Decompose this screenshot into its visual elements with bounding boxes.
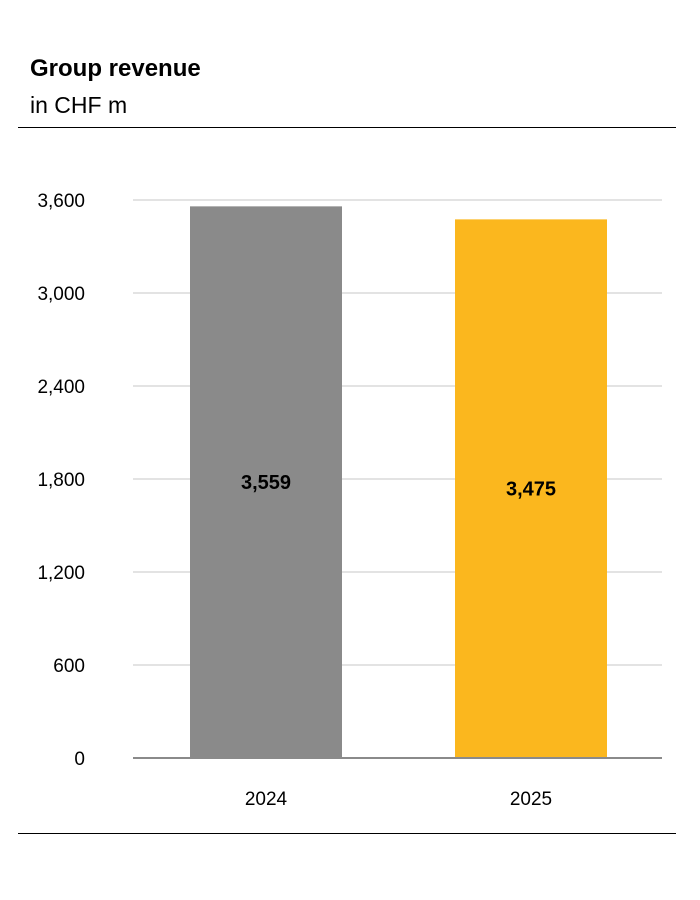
y-tick-label: 0 bbox=[74, 749, 85, 770]
y-tick-label: 3,000 bbox=[37, 284, 85, 305]
bar-2024 bbox=[190, 206, 342, 759]
chart-title: Group revenue bbox=[30, 55, 201, 82]
bar-2025 bbox=[455, 219, 607, 758]
y-tick-label: 2,400 bbox=[37, 377, 85, 398]
y-tick-label: 1,200 bbox=[37, 563, 85, 584]
y-tick-label: 3,600 bbox=[37, 191, 85, 212]
y-tick-label: 600 bbox=[53, 656, 85, 677]
y-tick-label: 1,800 bbox=[37, 470, 85, 491]
chart-subtitle: in CHF m bbox=[30, 92, 128, 118]
x-tick-label: 2024 bbox=[245, 789, 288, 810]
data-label: 3,475 bbox=[506, 479, 556, 501]
footer-divider bbox=[18, 833, 676, 834]
data-label: 3,559 bbox=[241, 472, 291, 494]
x-tick-label: 2025 bbox=[510, 789, 552, 810]
header-divider bbox=[18, 127, 676, 128]
